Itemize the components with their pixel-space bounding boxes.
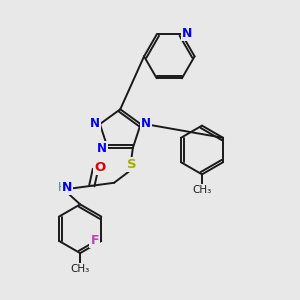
Text: N: N bbox=[97, 142, 107, 155]
Text: N: N bbox=[62, 181, 72, 194]
Text: CH₃: CH₃ bbox=[70, 264, 90, 274]
Text: S: S bbox=[127, 158, 136, 171]
Text: N: N bbox=[141, 117, 151, 130]
Text: N: N bbox=[90, 117, 100, 130]
Text: H: H bbox=[58, 181, 67, 194]
Text: F: F bbox=[91, 235, 99, 248]
Text: CH₃: CH₃ bbox=[192, 185, 212, 195]
Text: O: O bbox=[94, 161, 105, 174]
Text: N: N bbox=[182, 26, 193, 40]
